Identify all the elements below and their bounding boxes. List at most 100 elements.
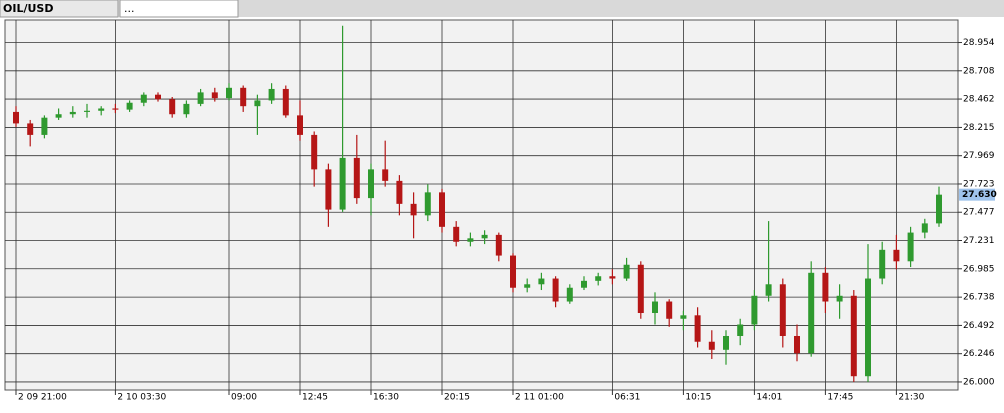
candle-body (112, 108, 119, 110)
candle-body (297, 115, 303, 135)
y-tick-label: 27.969 (963, 151, 995, 161)
candle-body (55, 114, 62, 118)
candle-body (666, 301, 673, 319)
candle-body (723, 335, 729, 350)
x-tick-label: 16:30 (373, 393, 399, 403)
candle-body (637, 264, 644, 314)
y-tick-label: 27.723 (963, 179, 995, 189)
candle-body (680, 315, 687, 319)
tab[interactable] (119, 0, 239, 18)
candle-body (126, 102, 133, 110)
candle-body (765, 284, 772, 296)
candle-body (921, 223, 928, 233)
candle-body (140, 94, 147, 103)
candle-body (510, 255, 516, 288)
candle-body (424, 192, 431, 216)
x-tick-label: 10:15 (685, 393, 711, 403)
candle-body (850, 295, 857, 377)
candle-body (652, 301, 658, 314)
candle-body (353, 157, 360, 199)
candle-body (694, 315, 701, 342)
candle-body (254, 100, 261, 107)
candle-body (907, 232, 914, 262)
x-tick-label: 14:01 (756, 393, 782, 403)
candle-body (169, 99, 176, 115)
candle-body (467, 238, 474, 242)
tab-label: ... (124, 2, 135, 15)
candle-body (211, 92, 218, 99)
y-tick-label: 28.215 (963, 123, 995, 133)
candle-body (808, 272, 815, 354)
candle-body (879, 249, 886, 279)
candle-body (495, 234, 502, 256)
x-tick-label: 09:00 (231, 393, 257, 403)
candle-body (27, 123, 34, 135)
candle-body (41, 117, 48, 135)
x-tick-label: 20:15 (444, 393, 470, 403)
candle-body (779, 284, 786, 336)
y-tick-label: 26.246 (963, 349, 995, 359)
candle-body (609, 276, 616, 279)
tab[interactable] (0, 0, 119, 18)
candle-body (552, 278, 559, 302)
candle-body (439, 192, 445, 227)
candle-body (325, 169, 332, 210)
candle-body (84, 110, 90, 112)
candle-body (581, 280, 587, 288)
y-tick-label: 26.985 (963, 264, 995, 274)
candle-body (382, 169, 389, 181)
last-price-box (959, 188, 995, 201)
candle-body (13, 111, 19, 124)
candle-body (893, 249, 900, 262)
candle-body (311, 134, 318, 170)
candle-body (737, 324, 744, 336)
x-tick-label: 17:45 (827, 393, 853, 403)
y-tick-label: 28.462 (963, 95, 995, 105)
tab-bar (0, 0, 1004, 17)
candle-body (183, 103, 190, 115)
y-tick-label: 27.231 (963, 236, 995, 246)
candle-body (368, 169, 374, 199)
candle-body (538, 278, 545, 285)
candle-body (282, 88, 289, 116)
x-tick-label: 21:30 (898, 393, 924, 403)
candle-body (453, 226, 460, 242)
x-tick-label: 06:31 (614, 393, 640, 403)
candle-body (240, 87, 247, 107)
candle-body (226, 87, 232, 99)
y-tick-label: 28.954 (963, 38, 995, 48)
y-tick-label: 28.708 (963, 66, 995, 76)
candle-body (481, 234, 488, 239)
x-tick-label: 2 09 21:00 (18, 393, 67, 403)
y-tick-label: 27.477 (963, 208, 995, 218)
candle-body (708, 341, 715, 350)
x-tick-label: 12:45 (302, 393, 328, 403)
candle-body (936, 194, 942, 224)
candle-body (822, 272, 829, 302)
candle-body (595, 276, 602, 281)
candle-body (197, 92, 204, 104)
candle-body (794, 335, 800, 354)
candle-body (268, 88, 275, 101)
candle-body (69, 111, 76, 115)
candle-body (410, 203, 417, 216)
y-tick-label: 26.738 (963, 293, 995, 303)
candle-body (836, 295, 843, 302)
candle-body (155, 94, 161, 100)
candle-body (524, 284, 531, 288)
last-price-label: 27.630 (962, 190, 997, 200)
candle-body (566, 287, 573, 302)
tab-label: OIL/USD (3, 2, 53, 15)
plot-area (4, 19, 959, 391)
candle-body (623, 264, 630, 279)
y-tick-label: 26.492 (963, 321, 995, 331)
x-tick-label: 2 10 03:30 (117, 393, 166, 403)
y-tick-label: 26.000 (963, 377, 995, 387)
candle-body (396, 180, 403, 204)
candle-body (339, 157, 346, 210)
candle-body (98, 108, 105, 111)
x-tick-label: 2 11 01:00 (515, 393, 564, 403)
candle-body (751, 295, 758, 325)
candle-body (865, 278, 871, 377)
